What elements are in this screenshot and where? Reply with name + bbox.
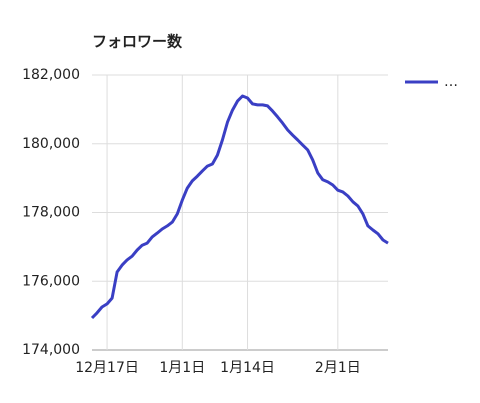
chart-title: フォロワー数 (92, 33, 183, 51)
x-tick-label: 12月17日 (75, 360, 139, 376)
line (90, 94, 389, 320)
y-tick-label: 182,000 (22, 67, 80, 83)
legend-label: … (444, 74, 458, 90)
x-tick-label: 1月14日 (220, 360, 275, 376)
x-tick-label: 1月1日 (159, 360, 205, 376)
y-tick-label: 180,000 (22, 136, 80, 152)
y-tick-label: 176,000 (22, 273, 80, 289)
y-tick-label: 174,000 (22, 342, 80, 358)
y-tick-label: 178,000 (22, 205, 80, 221)
x-tick-label: 2月1日 (315, 360, 361, 376)
